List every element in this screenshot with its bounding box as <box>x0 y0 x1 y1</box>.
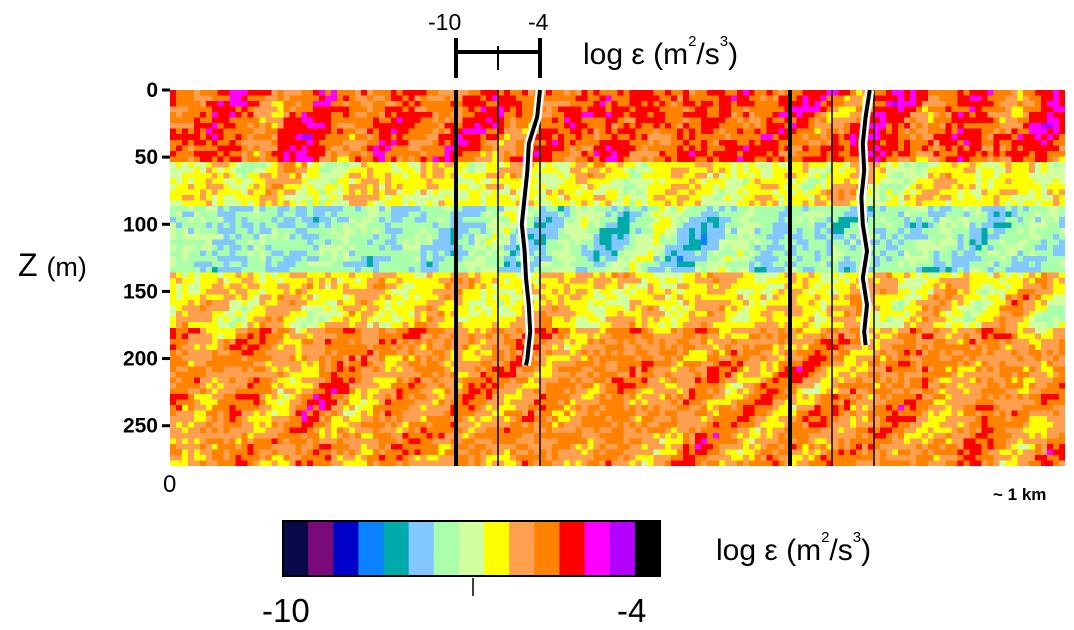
colorbar-swatch <box>383 521 410 576</box>
top-unit-sup1: 2 <box>688 33 696 50</box>
colorbar-swatch <box>484 521 510 576</box>
profile-curve <box>519 89 542 366</box>
colorbar-swatch <box>584 521 611 576</box>
colorbar-unit-base: log ε (m <box>716 534 821 567</box>
colorbar-swatch <box>634 521 661 576</box>
y-tick-label: 0 <box>146 79 158 102</box>
colorbar-max-label: -4 <box>617 592 646 629</box>
y-tick-label: 100 <box>123 213 158 236</box>
colorbar-swatch <box>609 521 636 576</box>
profile-scale-min-label: -10 <box>428 9 461 35</box>
profile-scale: -10 -4 <box>428 9 549 78</box>
dissipation-heatmap <box>170 90 1065 466</box>
y-axis-label-symbol: Z <box>18 247 38 283</box>
colorbar-swatch <box>358 521 385 576</box>
colorbar-swatch <box>433 521 460 576</box>
y-tick-label: 50 <box>135 146 158 169</box>
colorbar-unit-label: log ε (m2/s3) <box>716 529 871 567</box>
colorbar-unit-mid: /s <box>829 534 852 567</box>
top-unit-label: log ε (m2/s3) <box>583 33 738 71</box>
y-tick-label: 200 <box>123 348 158 371</box>
colorbar-swatch <box>283 521 309 576</box>
top-unit-end: ) <box>728 38 738 71</box>
colorbar-swatch <box>408 521 435 576</box>
y-axis-label: Z (m) <box>18 247 87 283</box>
x-axis-end-label: ~ 1 km <box>993 485 1046 504</box>
colorbar-swatch <box>534 521 560 576</box>
colorbar-swatch <box>559 521 586 576</box>
colorbar-min-label: -10 <box>262 592 310 629</box>
colorbar <box>282 520 661 577</box>
colorbar-unit-end: ) <box>861 534 871 567</box>
profile-overlays <box>454 89 875 466</box>
y-axis-label-unit: (m) <box>46 252 86 282</box>
top-unit-sup2: 3 <box>720 33 728 50</box>
colorbar-swatch <box>458 521 485 576</box>
colorbar-swatch <box>308 521 334 576</box>
profile-curve <box>859 89 872 346</box>
colorbar-swatch <box>333 521 359 576</box>
colorbar-unit-sup2: 3 <box>853 529 861 546</box>
top-unit-base: log ε (m <box>583 38 688 71</box>
y-tick-label: 150 <box>123 280 158 303</box>
y-axis: 0 50 100 150 200 250 <box>123 79 170 438</box>
y-tick-label: 250 <box>123 415 158 438</box>
heatmap-image <box>170 90 1065 466</box>
profile-scale-max-label: -4 <box>528 9 549 35</box>
x-axis-start-label: 0 <box>163 471 176 498</box>
top-unit-mid: /s <box>696 38 719 71</box>
colorbar-frame <box>282 520 661 577</box>
colorbar-unit-sup1: 2 <box>821 529 829 546</box>
colorbar-swatch <box>509 521 535 576</box>
